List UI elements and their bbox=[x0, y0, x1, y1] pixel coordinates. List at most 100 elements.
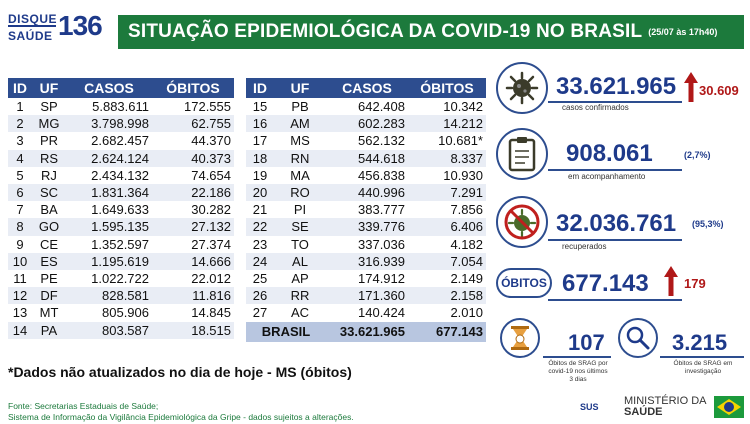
table-row: 26 RR 171.360 2.158 bbox=[246, 287, 486, 305]
srag-underline bbox=[543, 356, 611, 358]
investigacao-underline bbox=[660, 356, 744, 358]
confirmados-value: 33.621.965 bbox=[556, 73, 677, 100]
cell-casos: 2.434.132 bbox=[66, 166, 152, 185]
source-text: Fonte: Secretarias Estaduais de Saúde; S… bbox=[8, 401, 354, 423]
col-uf: UF bbox=[32, 78, 66, 98]
cell-casos: 440.996 bbox=[326, 184, 408, 202]
col-id: ID bbox=[246, 78, 274, 98]
source-line-2: Sistema de Informação da Vigilância Epid… bbox=[8, 412, 354, 422]
cell-casos: 171.360 bbox=[326, 287, 408, 305]
cell-id: 10 bbox=[8, 252, 32, 271]
logo-divider bbox=[8, 25, 56, 27]
recuperados-underline bbox=[548, 239, 682, 241]
cell-id: 21 bbox=[246, 201, 274, 219]
cell-obitos: 22.012 bbox=[152, 270, 234, 288]
table-row: 22 SE 339.776 6.406 bbox=[246, 218, 486, 236]
recuperados-value: 32.036.761 bbox=[556, 210, 677, 237]
cell-uf: SE bbox=[274, 218, 326, 236]
cell-id: 6 bbox=[8, 184, 32, 202]
confirmados-underline bbox=[548, 101, 682, 103]
source-line-1: Fonte: Secretarias Estaduais de Saúde; bbox=[8, 401, 159, 411]
cell-obitos: 7.291 bbox=[408, 184, 486, 202]
cell-uf: GO bbox=[32, 218, 66, 236]
total-obitos: 677.143 bbox=[408, 321, 486, 342]
cell-id: 20 bbox=[246, 184, 274, 202]
obitos-underline bbox=[548, 299, 682, 301]
cell-uf: RR bbox=[274, 287, 326, 305]
table-row: 21 PI 383.777 7.856 bbox=[246, 201, 486, 219]
virus-icon bbox=[496, 62, 548, 114]
confirmados-delta: 30.609 bbox=[699, 83, 739, 98]
cell-id: 9 bbox=[8, 235, 32, 253]
cell-uf: MA bbox=[274, 166, 326, 185]
total-casos: 33.621.965 bbox=[326, 321, 408, 342]
cell-uf: DF bbox=[32, 287, 66, 305]
cell-casos: 140.424 bbox=[326, 304, 408, 322]
cell-id: 18 bbox=[246, 149, 274, 167]
cell-id: 13 bbox=[8, 304, 32, 322]
cell-casos: 2.624.124 bbox=[66, 149, 152, 167]
cell-casos: 562.132 bbox=[326, 132, 408, 150]
table-row: 19 MA 456.838 10.930 bbox=[246, 166, 486, 185]
cell-uf: MS bbox=[274, 132, 326, 150]
footer-logos: SUS MINISTÉRIO DA SAÚDE bbox=[580, 394, 746, 420]
obitos-badge: ÓBITOS bbox=[496, 268, 552, 298]
magnifier-icon bbox=[618, 318, 658, 358]
srag-label-2: covid-19 nos últimos bbox=[548, 368, 608, 375]
cell-uf: SP bbox=[32, 98, 66, 116]
table-row: 16 AM 602.283 14.212 bbox=[246, 115, 486, 133]
arrow-up-icon bbox=[664, 266, 678, 296]
col-obitos: ÓBITOS bbox=[152, 78, 234, 98]
cell-casos: 383.777 bbox=[326, 201, 408, 219]
cell-uf: CE bbox=[32, 235, 66, 253]
cell-obitos: 11.816 bbox=[152, 287, 234, 305]
cell-obitos: 7.054 bbox=[408, 252, 486, 271]
cell-casos: 316.939 bbox=[326, 252, 408, 271]
table-row: 2 MG 3.798.998 62.755 bbox=[8, 115, 234, 133]
cell-obitos: 30.282 bbox=[152, 201, 234, 219]
cell-casos: 602.283 bbox=[326, 115, 408, 133]
acompanhamento-underline bbox=[548, 169, 682, 171]
cell-id: 23 bbox=[246, 235, 274, 253]
cell-obitos: 172.555 bbox=[152, 98, 234, 116]
cell-id: 2 bbox=[8, 115, 32, 133]
cell-uf: AC bbox=[274, 304, 326, 322]
table-header: ID UF CASOS ÓBITOS bbox=[246, 78, 486, 98]
cell-uf: MT bbox=[32, 304, 66, 322]
cell-casos: 3.798.998 bbox=[66, 115, 152, 133]
table-row: 24 AL 316.939 7.054 bbox=[246, 252, 486, 271]
obitos-value: 677.143 bbox=[562, 270, 649, 297]
obitos-delta: 179 bbox=[684, 276, 706, 291]
table-row: 20 RO 440.996 7.291 bbox=[246, 184, 486, 202]
col-obitos: ÓBITOS bbox=[408, 78, 486, 98]
cell-casos: 1.195.619 bbox=[66, 252, 152, 271]
cell-uf: ES bbox=[32, 252, 66, 271]
cell-uf: PI bbox=[274, 201, 326, 219]
investigacao-label-1: Óbitos de SRAG em bbox=[673, 360, 733, 367]
acompanhamento-value: 908.061 bbox=[566, 140, 653, 167]
confirmados-label: casos confirmados bbox=[562, 103, 629, 112]
cell-uf: SC bbox=[32, 184, 66, 202]
cell-id: 1 bbox=[8, 98, 32, 116]
cell-id: 24 bbox=[246, 252, 274, 271]
arrow-up-icon bbox=[684, 72, 698, 102]
disque-saude-logo: DISQUE SAÚDE 136 bbox=[6, 8, 110, 46]
srag-label-1: Óbitos de SRAG por bbox=[548, 360, 608, 367]
left-table-body: 1 SP 5.883.611 172.555 2 MG 3.798.998 62.755 3 PR… bbox=[8, 98, 234, 339]
table-row: 12 DF 828.581 11.816 bbox=[8, 287, 234, 305]
cell-obitos: 2.010 bbox=[408, 304, 486, 322]
table-header: ID UF CASOS ÓBITOS bbox=[8, 78, 234, 98]
cell-id: 16 bbox=[246, 115, 274, 133]
col-casos: CASOS bbox=[66, 78, 152, 98]
cell-uf: RO bbox=[274, 184, 326, 202]
logo-number: 136 bbox=[58, 10, 103, 41]
cell-casos: 642.408 bbox=[326, 98, 408, 116]
cell-obitos: 14.845 bbox=[152, 304, 234, 322]
table-row: 25 AP 174.912 2.149 bbox=[246, 270, 486, 288]
cell-obitos: 10.342 bbox=[408, 98, 486, 116]
cell-obitos: 27.374 bbox=[152, 235, 234, 253]
acompanhamento-pct: (2,7%) bbox=[684, 150, 711, 160]
cell-obitos: 2.158 bbox=[408, 287, 486, 305]
cell-obitos: 40.373 bbox=[152, 149, 234, 167]
cell-casos: 5.883.611 bbox=[66, 98, 152, 116]
